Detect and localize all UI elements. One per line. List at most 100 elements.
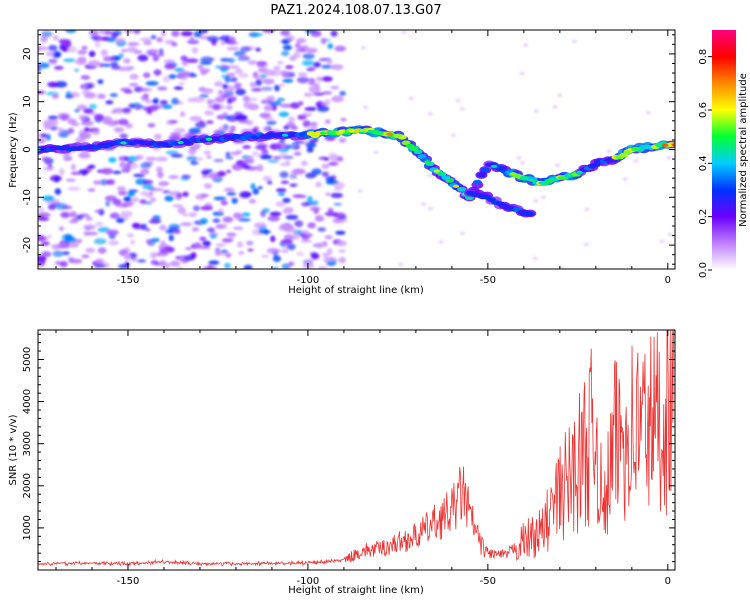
- noise-blob: [323, 157, 330, 161]
- ridge-mark-peak: [177, 140, 184, 145]
- noise-blob: [224, 75, 232, 83]
- noise-blob: [42, 195, 55, 202]
- noise-blob: [182, 191, 189, 197]
- noise-blob: [70, 163, 76, 171]
- noise-blob: [51, 244, 62, 250]
- noise-blob: [199, 30, 209, 34]
- noise-blob: [147, 123, 156, 128]
- noise-blob: [336, 240, 348, 247]
- noise-blob: [121, 48, 128, 53]
- noise-speck: [584, 207, 590, 211]
- noise-blob: [112, 30, 122, 36]
- ridge-mark-peak: [433, 169, 441, 173]
- ridge-mark-core: [480, 167, 490, 173]
- noise-blob: [143, 40, 152, 46]
- noise-blob: [187, 148, 197, 155]
- colorbar-tick-label: 0.0: [698, 262, 709, 278]
- spectrogram-x-tick-label: 0: [665, 275, 671, 286]
- noise-blob: [279, 162, 291, 167]
- noise-blob: [313, 61, 321, 68]
- noise-speck: [398, 263, 404, 266]
- noise-blob: [97, 227, 111, 233]
- noise-blob: [279, 171, 289, 179]
- snr-y-tick-label: 3000: [22, 431, 33, 456]
- noise-blob: [189, 36, 195, 41]
- noise-blob: [257, 186, 263, 190]
- noise-blob: [211, 103, 221, 111]
- noise-blob: [217, 170, 226, 177]
- noise-blob: [179, 129, 186, 133]
- noise-blob: [94, 264, 106, 268]
- noise-blob: [248, 198, 257, 204]
- noise-blob: [280, 30, 291, 36]
- noise-blob: [140, 87, 153, 92]
- noise-blob: [218, 126, 227, 130]
- noise-blob: [249, 81, 257, 88]
- noise-blob: [150, 35, 157, 40]
- noise-blob: [83, 127, 90, 132]
- noise-blob: [81, 45, 88, 50]
- noise-blob: [189, 115, 202, 122]
- noise-blob: [155, 251, 169, 257]
- noise-blob: [134, 105, 142, 111]
- noise-blob: [321, 171, 329, 177]
- noise-blob: [308, 78, 316, 82]
- noise-blob: [300, 239, 313, 243]
- noise-blob: [52, 250, 64, 257]
- noise-blob: [309, 138, 319, 143]
- noise-blob: [159, 224, 167, 231]
- ridge-mark-peak: [386, 132, 393, 136]
- noise-blob: [145, 194, 153, 198]
- noise-blob: [217, 89, 225, 96]
- noise-blob: [122, 107, 131, 114]
- noise-blob: [202, 240, 211, 247]
- noise-blob: [285, 214, 299, 220]
- noise-speck: [667, 233, 673, 237]
- noise-blob: [133, 173, 146, 178]
- noise-speck: [451, 133, 456, 137]
- noise-blob: [280, 223, 294, 231]
- noise-blob: [164, 63, 176, 70]
- noise-blob: [177, 207, 187, 214]
- colorbar-gradient: [712, 30, 736, 270]
- noise-blob: [324, 211, 338, 217]
- noise-blob: [268, 101, 282, 106]
- snr-frame: [37, 329, 676, 571]
- ridge-mark-peak: [633, 147, 640, 151]
- noise-blob: [233, 212, 242, 219]
- noise-blob: [251, 87, 263, 92]
- snr-marks: [37, 329, 675, 567]
- noise-blob: [173, 86, 184, 90]
- noise-blob: [67, 117, 75, 125]
- noise-speck: [357, 189, 363, 193]
- noise-blob: [106, 229, 119, 236]
- noise-blob: [60, 114, 69, 121]
- snr-y-tick-label: 2000: [22, 473, 33, 498]
- noise-blob: [278, 111, 290, 118]
- noise-blob: [131, 222, 141, 229]
- noise-speck: [373, 150, 379, 154]
- noise-blob: [93, 238, 107, 245]
- noise-blob: [330, 30, 338, 37]
- noise-blob: [85, 217, 92, 221]
- snr-x-tick-label: -150: [117, 576, 140, 587]
- noise-blob: [170, 132, 181, 136]
- noise-blob: [219, 251, 233, 256]
- noise-blob: [294, 220, 304, 228]
- noise-blob: [190, 161, 199, 165]
- noise-blob: [137, 54, 149, 62]
- noise-blob: [216, 114, 226, 120]
- noise-speck: [427, 112, 433, 116]
- ridge-mark-peak: [557, 176, 564, 180]
- noise-speck: [455, 98, 461, 102]
- noise-blob: [267, 180, 273, 185]
- noise-blob: [327, 43, 334, 50]
- noise-blob: [241, 212, 251, 217]
- noise-blob: [252, 151, 259, 157]
- noise-speck: [520, 161, 525, 165]
- noise-blob: [124, 261, 130, 269]
- noise-blob: [145, 228, 151, 232]
- noise-blob: [185, 58, 199, 63]
- noise-blob: [201, 174, 208, 179]
- ridge-mark-peak: [319, 131, 327, 135]
